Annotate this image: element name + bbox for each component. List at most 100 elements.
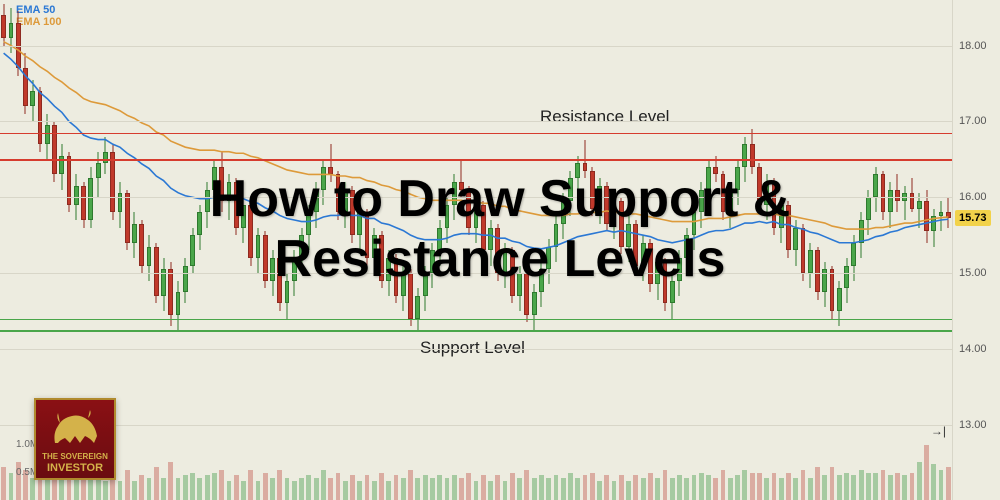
brand-logo: THE SOVEREIGN INVESTOR (34, 398, 116, 480)
volume-bar (277, 470, 282, 500)
volume-bar (176, 478, 181, 500)
volume-bar (902, 475, 907, 500)
volume-bar (241, 481, 246, 500)
volume-bar (321, 470, 326, 500)
volume-bar (604, 475, 609, 500)
volume-bar (554, 475, 559, 500)
volume-bar (336, 473, 341, 500)
volume-bar (430, 478, 435, 500)
level-line (0, 319, 952, 321)
volume-bar (946, 467, 951, 500)
volume-bar (401, 478, 406, 500)
volume-bar (568, 473, 573, 500)
logo-line1: THE SOVEREIGN (42, 453, 108, 462)
volume-bar (532, 478, 537, 500)
volume-bar (612, 481, 617, 500)
volume-bar (292, 481, 297, 500)
volume-bar (764, 478, 769, 500)
volume-bar (910, 473, 915, 500)
volume-bar (713, 478, 718, 500)
volume-bar (139, 475, 144, 500)
volume-bar (343, 481, 348, 500)
volume-bar (939, 470, 944, 500)
volume-bar (161, 478, 166, 500)
title-overlay: How to Draw Support &Resistance Levels (0, 170, 1000, 290)
y-axis-tick: 14.00 (959, 343, 987, 355)
volume-bar (103, 481, 108, 500)
volume-bar (474, 481, 479, 500)
volume-bar (183, 475, 188, 500)
volume-bar (314, 478, 319, 500)
volume-bar (306, 475, 311, 500)
volume-bar (546, 478, 551, 500)
level-line (0, 330, 952, 332)
volume-bar (851, 475, 856, 500)
volume-bar (386, 481, 391, 500)
volume-bar (779, 478, 784, 500)
volume-bar (466, 473, 471, 500)
volume-bar (670, 478, 675, 500)
volume-bar (772, 473, 777, 500)
volume-bar (924, 445, 929, 500)
volume-bar (379, 473, 384, 500)
volume-bar (96, 478, 101, 500)
volume-bar (830, 467, 835, 500)
volume-bar (844, 473, 849, 500)
volume-bar (822, 475, 827, 500)
volume-bar (227, 481, 232, 500)
timeline-end-arrow-icon: →| (931, 424, 946, 438)
volume-bar (168, 462, 173, 500)
volume-bar (1, 467, 6, 500)
volume-bar (888, 475, 893, 500)
volume-bar (212, 473, 217, 500)
volume-bar (633, 475, 638, 500)
volume-bar (394, 475, 399, 500)
volume-bar (808, 478, 813, 500)
volume-bar (699, 473, 704, 500)
volume-bar (495, 475, 500, 500)
volume-bar (786, 473, 791, 500)
volume-bar (125, 470, 130, 500)
volume-bar (728, 478, 733, 500)
volume-bar (372, 481, 377, 500)
volume-bar (684, 478, 689, 500)
volume-bar (234, 475, 239, 500)
level-line (0, 133, 952, 135)
volume-bar (415, 478, 420, 500)
logo-line2: INVESTOR (47, 462, 103, 474)
volume-bar (30, 478, 35, 500)
volume-bar (357, 481, 362, 500)
volume-bar (866, 473, 871, 500)
volume-bar (147, 478, 152, 500)
volume-bar (81, 478, 86, 500)
volume-bar (154, 467, 159, 500)
volume-bar (270, 478, 275, 500)
volume-bar (801, 470, 806, 500)
volume-bar (328, 478, 333, 500)
volume-bar (365, 475, 370, 500)
volume-bar (663, 470, 668, 500)
volume-bar (437, 475, 442, 500)
volume-bar (248, 470, 253, 500)
volume-bar (539, 475, 544, 500)
level-line (0, 159, 952, 161)
volume-bar (742, 470, 747, 500)
y-axis-tick: 17.00 (959, 115, 987, 127)
volume-bar (9, 473, 14, 500)
volume-bar (118, 481, 123, 500)
volume-bar (445, 478, 450, 500)
volume-bar (517, 478, 522, 500)
volume-bar (510, 473, 515, 500)
volume-bar (285, 478, 290, 500)
volume-bar (597, 481, 602, 500)
volume-bar (263, 473, 268, 500)
volume-bar (757, 473, 762, 500)
volume-bar (590, 473, 595, 500)
volume-bar (408, 470, 413, 500)
volume-bar (561, 478, 566, 500)
volume-bar (59, 478, 64, 500)
volume-bar (895, 473, 900, 500)
volume-bar (859, 470, 864, 500)
volume-bar (931, 464, 936, 500)
volume-bar (648, 473, 653, 500)
